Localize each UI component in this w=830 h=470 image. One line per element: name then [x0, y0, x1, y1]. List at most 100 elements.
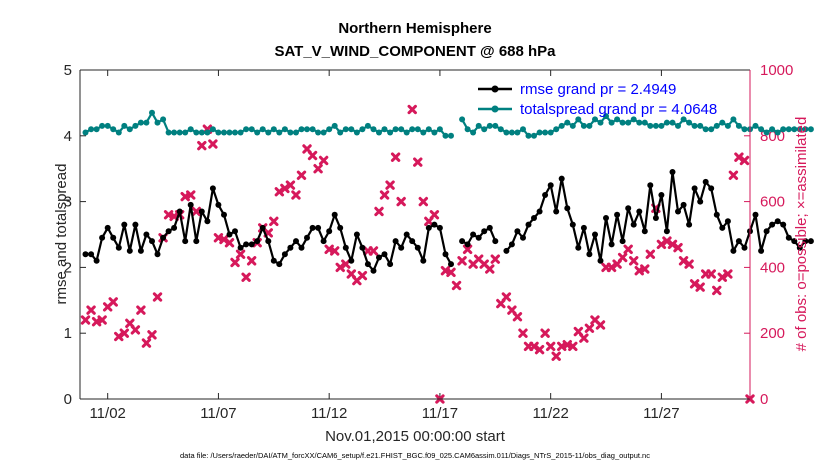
totalspread-point	[619, 119, 626, 126]
obs-point	[606, 262, 617, 273]
obs-point	[446, 267, 456, 278]
rmse-point	[580, 224, 587, 231]
totalspread-point	[669, 119, 676, 126]
rmse-point	[448, 261, 454, 268]
rmse-point	[525, 221, 532, 228]
rmse-point	[265, 238, 272, 245]
totalspread-point	[420, 129, 427, 136]
totalspread-point	[403, 129, 410, 136]
obs-point	[241, 272, 251, 282]
rmse-point	[802, 238, 809, 245]
rmse-point	[425, 224, 432, 231]
rmse-point	[481, 228, 488, 235]
obs-point	[246, 256, 257, 266]
rmse-point	[564, 205, 571, 212]
totalspread-point	[326, 126, 333, 133]
obs-point	[136, 305, 146, 315]
rmse-point	[409, 238, 416, 245]
totalspread-point	[270, 126, 277, 133]
rmse-point	[652, 215, 659, 221]
totalspread-point	[580, 122, 587, 129]
obs-point	[518, 328, 528, 338]
totalspread-point	[193, 129, 200, 136]
rmse-point	[187, 201, 194, 208]
totalspread-point	[248, 126, 255, 133]
totalspread-point	[475, 122, 482, 129]
rmse-point	[160, 234, 167, 241]
totalspread-point	[381, 126, 388, 133]
totalspread-point	[641, 119, 648, 126]
obs-point	[208, 139, 218, 149]
totalspread-point	[608, 119, 615, 126]
obs-point	[396, 196, 406, 207]
rmse-point	[337, 224, 344, 231]
rmse-point	[752, 211, 759, 218]
y2-tick-label: 200	[760, 325, 785, 342]
y2-tick-label: 600	[760, 194, 785, 211]
totalspread-point	[785, 126, 792, 133]
totalspread-point	[359, 126, 366, 133]
y2-tick-label: 0	[760, 391, 768, 408]
rmse-point	[93, 257, 100, 264]
rmse-point	[663, 228, 670, 235]
obs-point	[656, 239, 667, 250]
rmse-point	[215, 201, 222, 208]
rmse-point	[702, 178, 709, 185]
totalspread-point	[597, 119, 604, 126]
rmse-point	[298, 244, 305, 251]
rmse-point	[88, 251, 95, 258]
obs-point	[141, 338, 152, 348]
obs-point	[235, 249, 246, 259]
rmse-point	[542, 192, 549, 198]
totalspread-point	[259, 126, 266, 133]
rmse-point	[735, 238, 742, 245]
totalspread-point	[232, 129, 238, 136]
totalspread-point	[713, 122, 720, 129]
rmse-point	[769, 221, 776, 228]
rmse-point	[630, 221, 637, 228]
rmse-point	[248, 241, 255, 248]
obs-point	[418, 196, 429, 207]
x-axis-label: Nov.01,2015 00:00:00 start	[325, 428, 506, 445]
rmse-point	[137, 247, 144, 254]
rmse-point	[331, 211, 338, 218]
y2-tick-label: 400	[760, 259, 785, 276]
rmse-point	[520, 234, 526, 241]
totalspread-point	[719, 119, 726, 126]
obs-point	[617, 252, 628, 263]
totalspread-point	[741, 126, 748, 133]
obs-point	[579, 333, 589, 343]
y-tick-label: 2	[64, 259, 72, 276]
rmse-point	[99, 234, 106, 241]
rmse-point	[381, 251, 388, 258]
rmse-point	[121, 221, 128, 228]
obs-point	[485, 264, 495, 274]
y-tick-label: 5	[64, 62, 72, 79]
totalspread-point	[137, 119, 144, 126]
totalspread-point	[132, 122, 139, 129]
legend: rmse grand pr = 2.4949 totalspread grand…	[478, 81, 717, 118]
totalspread-point	[508, 129, 515, 136]
obs-point	[97, 315, 107, 325]
totalspread-point	[542, 129, 549, 136]
x-tick-label: 11/07	[200, 405, 236, 422]
obs-point	[462, 244, 473, 255]
totalspread-point	[652, 122, 659, 129]
totalspread-point	[497, 126, 504, 133]
rmse-line	[505, 170, 811, 262]
totalspread-point	[121, 122, 128, 129]
rmse-point	[414, 244, 421, 251]
rmse-point	[486, 224, 493, 231]
obs-point	[186, 190, 196, 200]
totalspread-point	[802, 126, 809, 133]
totalspread-point	[614, 116, 621, 123]
totalspread-point	[387, 129, 394, 136]
rmse-point	[641, 228, 648, 235]
chart-title: Northern Hemisphere	[338, 20, 491, 37]
rmse-point	[126, 247, 133, 254]
totalspread-point	[165, 129, 172, 136]
totalspread-point	[392, 126, 399, 133]
obs-point	[551, 351, 561, 361]
totalspread-point	[675, 122, 681, 129]
rmse-point	[149, 238, 155, 245]
